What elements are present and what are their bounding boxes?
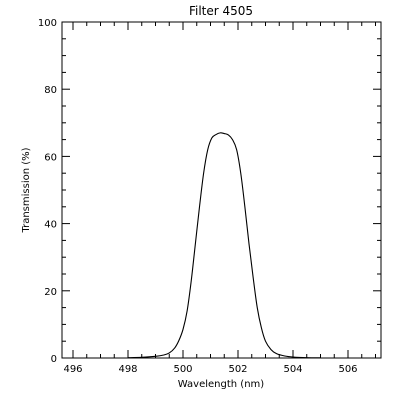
- axis-ticks: [62, 21, 381, 359]
- x-tick-label: 506: [338, 364, 357, 375]
- y-tick-label: 0: [51, 354, 57, 365]
- x-tick-label: 498: [118, 364, 137, 375]
- x-tick-label: 500: [173, 364, 192, 375]
- y-tick-label: 20: [44, 287, 57, 298]
- y-tick-label: 100: [38, 18, 57, 29]
- y-tick-label: 40: [44, 220, 57, 231]
- x-tick-label: 504: [283, 364, 302, 375]
- x-tick-label: 496: [63, 364, 82, 375]
- axis-tick-labels: 496 498 500 502 504 506 0 20 40 60 80 100: [38, 18, 358, 375]
- y-tick-label: 80: [44, 85, 57, 96]
- y-tick-label: 60: [44, 152, 57, 163]
- x-tick-label: 502: [228, 364, 247, 375]
- chart-title: Filter 4505: [189, 4, 253, 18]
- transmission-curve: [127, 132, 321, 359]
- y-axis-title: Transmission (%): [21, 147, 32, 233]
- x-axis-title: Wavelength (nm): [178, 379, 264, 390]
- plot-frame: [61, 21, 382, 359]
- plot-axes: [61, 21, 382, 359]
